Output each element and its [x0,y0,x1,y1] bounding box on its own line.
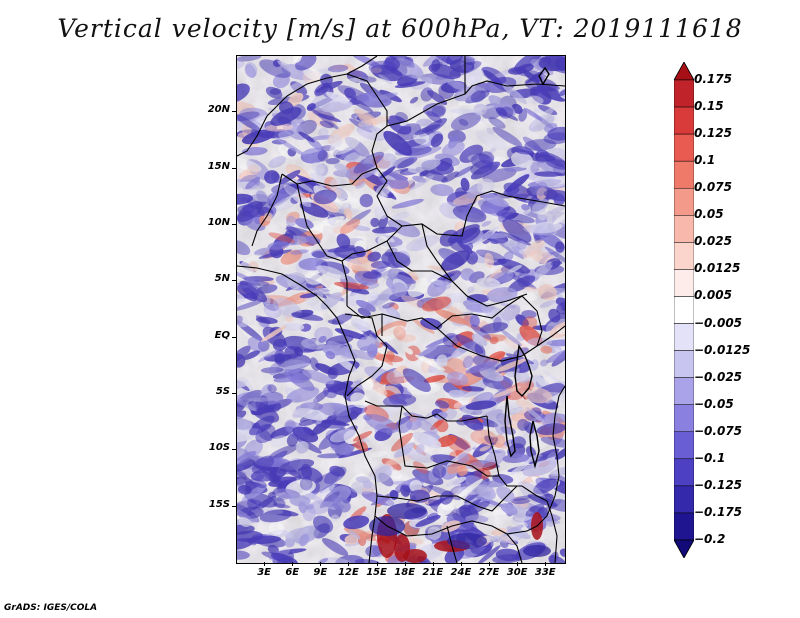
colorbar-label: 0.175 [694,72,732,86]
lon-label-6e: 6E [285,567,300,578]
lon-label-12e: 12E [338,567,359,578]
lat-label-15n: 15N [207,160,230,172]
lon-tick [460,562,462,566]
colorbar-label: −0.175 [694,504,743,519]
lon-tick [545,562,547,566]
lon-tick [264,562,266,566]
lon-tick [489,562,491,566]
lon-label-9e: 9E [313,567,328,578]
lon-tick [348,562,350,566]
lon-label-21e: 21E [422,567,444,578]
lat-label-15s: 15S [208,498,230,510]
lat-label-10n: 10N [207,217,230,228]
lat-label-5s: 5S [215,386,230,397]
grads-credit: GrADS: IGES/COLA [4,603,98,613]
lon-label-15e: 15E [366,567,387,578]
colorbar-min-cap [674,539,694,558]
lon-label-30e: 30E [506,567,528,578]
colorbar-label: 0.05 [694,207,724,222]
colorbar-swatch [674,133,694,162]
colorbar [674,62,694,558]
lat-tick [232,280,236,282]
colorbar-label: 0.125 [694,126,732,141]
lon-label-18e: 18E [394,567,416,578]
colorbar-swatch [674,458,694,487]
colorbar-label: −0.125 [694,477,743,492]
chart-title: Vertical velocity [m/s] at 600hPa, VT: 2… [57,14,743,43]
colorbar-label: −0.1 [694,450,726,465]
lon-tick [292,562,294,566]
lon-label-3e: 3E [257,567,271,578]
colorbar-swatch [674,404,694,433]
lon-tick [432,562,434,566]
lon-tick [376,562,378,566]
lon-label-33e: 33E [534,567,556,578]
colorbar-label: −0.05 [694,396,734,411]
map-plot-area [236,55,566,564]
lat-label-10s: 10S [208,442,230,454]
colorbar-swatch [674,350,694,378]
colorbar-label: −0.025 [694,369,743,384]
lon-tick [517,562,519,566]
lon-label-24e: 24E [450,567,472,578]
colorbar-swatch [674,431,694,460]
colorbar-label: 0.1 [694,153,716,168]
colorbar-swatch [674,377,694,405]
colorbar-swatch [674,269,694,297]
colorbar-label: −0.2 [694,532,726,546]
colorbar-swatch [674,79,694,108]
lat-tick [232,393,236,394]
colorbar-label: −0.075 [694,423,743,438]
colorbar-label: 0.0125 [694,261,741,276]
country-borders [237,56,565,563]
colorbar-swatch [674,485,694,514]
lat-tick [232,336,236,338]
lat-tick [232,224,236,225]
colorbar-max-cap [674,62,694,81]
lake-outlines [504,66,550,469]
colorbar-swatch [674,106,694,135]
colorbar-swatch [674,296,694,324]
colorbar-swatch [674,215,694,243]
lon-tick [404,562,406,566]
colorbar-swatch [674,242,694,270]
lat-label-5n: 5N [214,273,230,285]
lat-label-eq: EQ [214,329,230,341]
colorbar-swatch [674,160,694,189]
colorbar-swatch [674,512,694,541]
lat-tick [232,111,236,113]
lat-label-20n: 20N [207,104,230,116]
colorbar-swatch [674,323,694,351]
lat-tick [232,449,236,451]
colorbar-label: −0.005 [694,315,743,330]
lon-label-27e: 27E [478,567,500,578]
colorbar-label: 0.005 [694,288,732,303]
colorbar-swatch [674,187,694,216]
colorbar-label: 0.025 [694,234,732,249]
lon-tick [320,562,322,566]
colorbar-label: 0.075 [694,180,732,195]
colorbar-label: −0.0125 [694,342,751,357]
vertical-velocity-field [237,56,565,563]
colorbar-label: 0.15 [694,99,724,114]
lat-tick [232,505,236,507]
lat-tick [232,167,236,169]
